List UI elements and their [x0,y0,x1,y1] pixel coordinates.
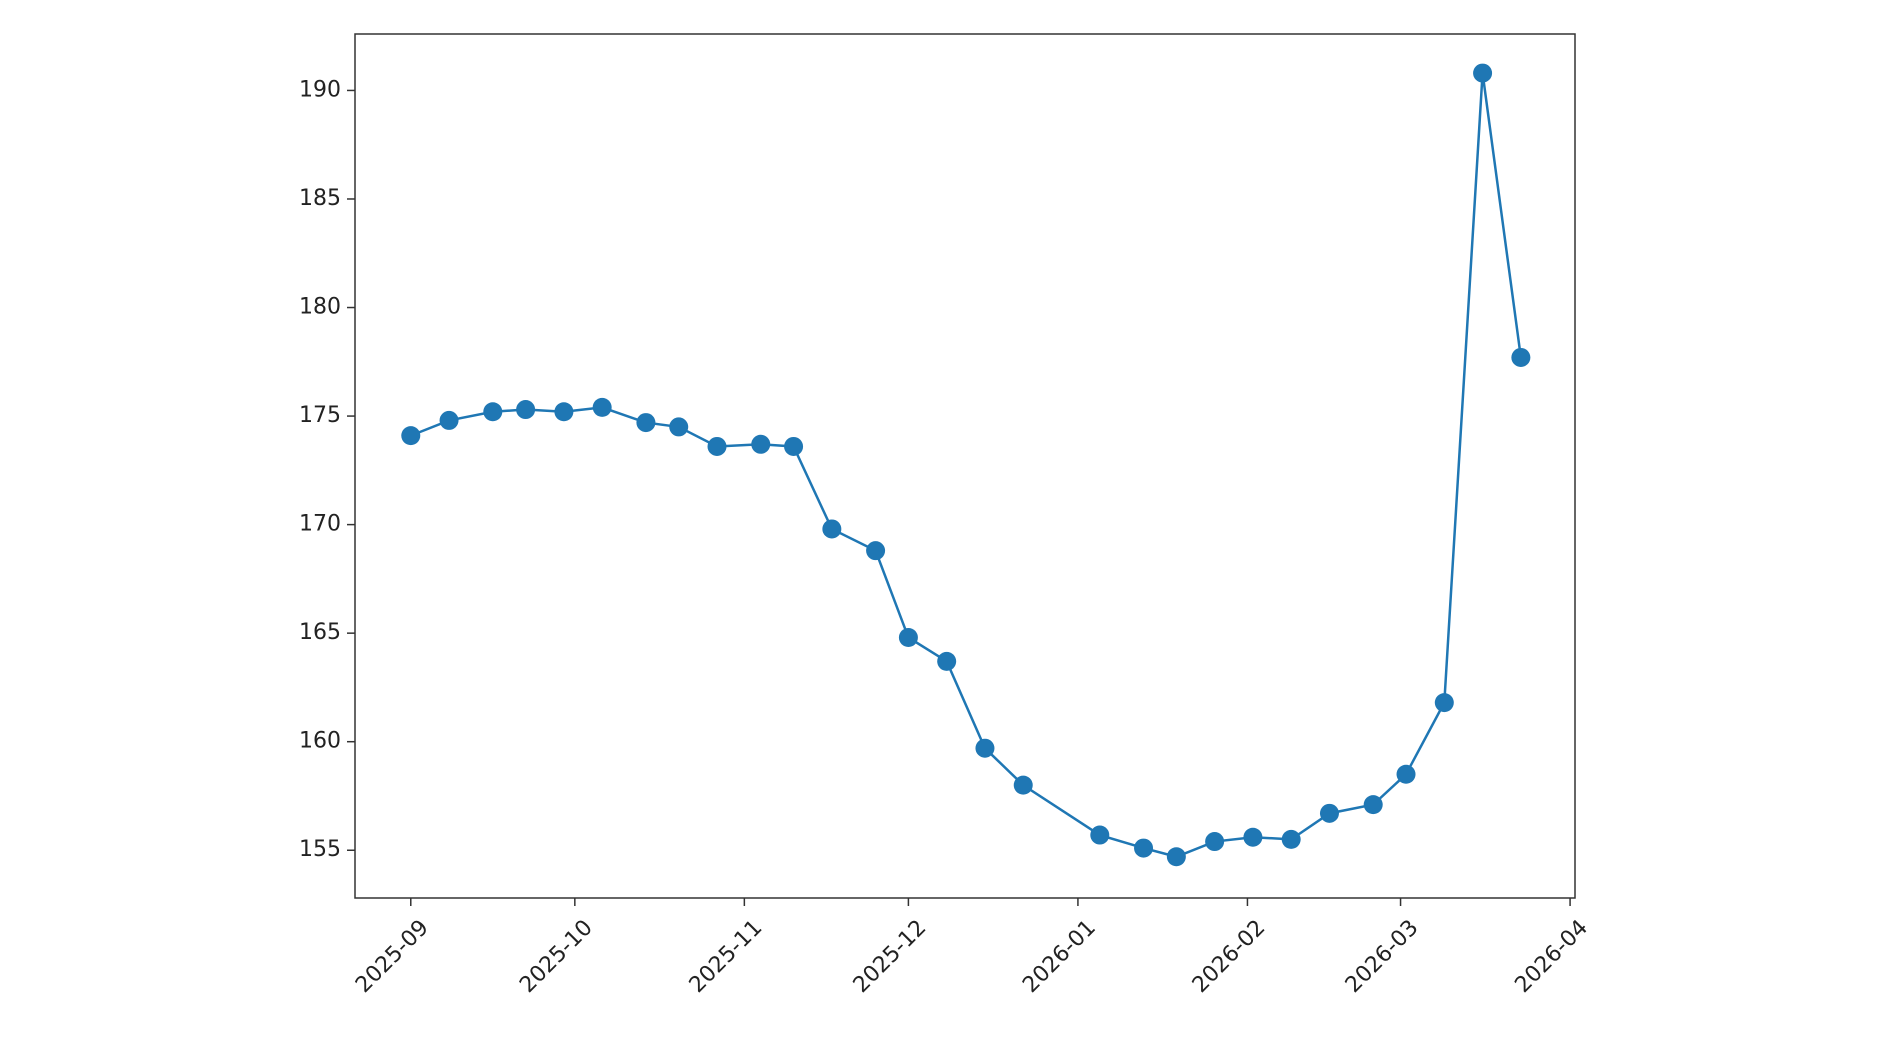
marker [1166,847,1186,867]
marker [1434,693,1454,713]
y-tick-label: 165 [299,620,341,645]
marker [669,417,689,437]
x-tick-label: 2026-03 [1341,915,1424,998]
marker [937,651,957,671]
x-tick-label: 2026-02 [1188,915,1271,998]
marker [1134,838,1154,858]
marker [751,434,771,454]
marker [401,426,421,446]
marker [898,627,918,647]
marker [1473,63,1493,83]
y-tick-label: 160 [299,729,341,754]
y-tick-label: 175 [299,403,341,428]
marker [516,400,536,420]
series-line [410,72,1523,859]
x-tick-label: 2025-10 [515,915,598,998]
marker [1281,829,1301,849]
marker [975,738,995,758]
marker [439,410,459,430]
y-tick-label: 155 [299,837,341,862]
plot-frame [354,33,1576,899]
marker [1511,347,1531,367]
marker [1243,827,1263,847]
marker [784,436,804,456]
marker [1090,825,1110,845]
x-tick-label: 2025-12 [849,915,932,998]
marker [1013,775,1033,795]
y-tick-label: 170 [299,512,341,537]
y-tick-label: 185 [299,186,341,211]
marker [483,402,503,422]
y-tick-label: 190 [299,77,341,102]
x-tick-label: 2025-11 [685,915,768,998]
marker [1396,764,1416,784]
marker [554,402,574,422]
x-tick-label: 2026-01 [1018,915,1101,998]
marker [592,397,612,417]
marker [636,413,656,433]
x-tick-label: 2026-04 [1510,915,1593,998]
y-tick-label: 180 [299,295,341,320]
marker [707,436,727,456]
marker [822,519,842,539]
marker [1205,832,1225,852]
marker [1319,803,1339,823]
marker [1363,795,1383,815]
x-tick-label: 2025-09 [351,915,434,998]
marker [866,541,886,561]
